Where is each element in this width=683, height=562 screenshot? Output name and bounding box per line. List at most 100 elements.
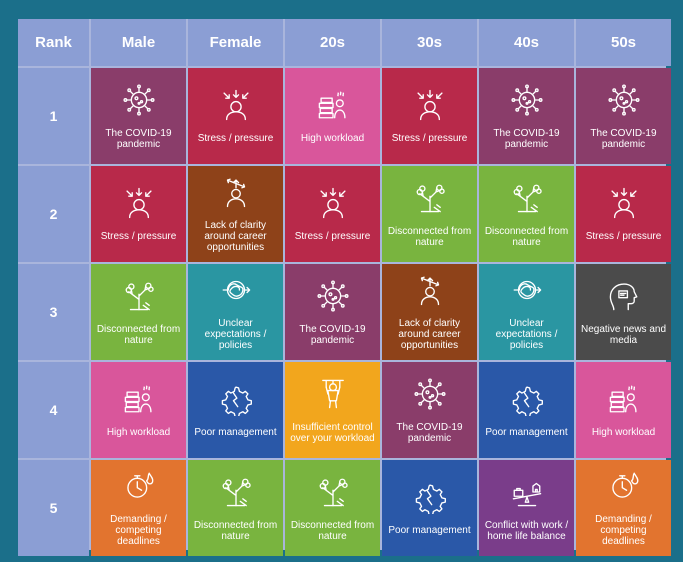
cell-label: Negative news and media [580,323,667,346]
cell-50s-rank-4: High workload [576,362,671,458]
cell-label: The COVID-19 pandemic [105,127,172,150]
cell-label: Demanding / competing deadlines [110,514,167,547]
stressed-person-icon [122,186,156,231]
cell-40s-rank-5: Conflict with work / home life balance [479,460,574,556]
cell-label: Insufficient control over your workload [290,421,375,444]
cell-label: Disconnected from nature [96,323,181,346]
broken-gear-icon [510,382,544,427]
cell-label: Poor management [194,427,277,438]
cell-label: Lack of clarity around career opportunit… [398,318,461,351]
cell-50s-rank-2: Stress / pressure [576,166,671,262]
rank-4: 4 [18,362,89,458]
cell-50s-rank-1: The COVID-19 pandemic [576,68,671,164]
cell-label: Stress / pressure [294,231,371,242]
cell-male-rank-1: The COVID-19 pandemic [91,68,186,164]
cell-40s-rank-4: Poor management [479,362,574,458]
rank-2: 2 [18,166,89,262]
cell-label: Disconnected from nature [290,519,375,542]
cell-30s-rank-3: Lack of clarity around career opportunit… [382,264,477,360]
cell-40s-rank-2: Disconnected from nature [479,166,574,262]
cell-30s-rank-4: The COVID-19 pandemic [382,362,477,458]
cell-30s-rank-2: Disconnected from nature [382,166,477,262]
cell-20s-rank-4: Insufficient control over your workload [285,362,380,458]
tree-icon [316,475,350,520]
cell-label: Disconnected from nature [193,519,278,542]
rank-1: 1 [18,68,89,164]
header-female: Female [188,19,283,66]
cell-label: Poor management [485,427,568,438]
cell-male-rank-4: High workload [91,362,186,458]
virus-icon [122,83,156,128]
career-arrows-icon [413,273,447,318]
head-news-icon [607,279,641,324]
tree-icon [413,181,447,226]
cell-female-rank-1: Stress / pressure [188,68,283,164]
cell-label: Stress / pressure [197,133,274,144]
header-male: Male [91,19,186,66]
workload-icon [316,88,350,133]
cell-20s-rank-5: Disconnected from nature [285,460,380,556]
cell-label: Disconnected from nature [484,225,569,248]
cell-label: High workload [591,427,656,438]
cell-20s-rank-2: Stress / pressure [285,166,380,262]
cell-label: Disconnected from nature [387,225,472,248]
stopwatch-fire-icon [122,469,156,514]
header-rank: Rank [18,19,89,66]
stopwatch-fire-icon [607,469,641,514]
cell-label: High workload [300,133,365,144]
tree-icon [510,181,544,226]
stressed-person-icon [219,88,253,133]
cell-label: Lack of clarity around career opportunit… [204,220,267,253]
cell-male-rank-3: Disconnected from nature [91,264,186,360]
workload-icon [122,382,156,427]
stressed-person-icon [607,186,641,231]
cell-male-rank-2: Stress / pressure [91,166,186,262]
puppet-icon [316,377,350,422]
ranking-table: Rank Male Female 20s 30s 40s 50s 1 The C… [18,19,671,556]
broken-gear-icon [219,382,253,427]
cell-label: High workload [106,427,171,438]
broken-gear-icon [413,480,447,525]
tree-icon [122,279,156,324]
cell-30s-rank-5: Poor management [382,460,477,556]
tangle-icon [219,273,253,318]
cell-20s-rank-3: The COVID-19 pandemic [285,264,380,360]
career-arrows-icon [219,175,253,220]
cell-label: The COVID-19 pandemic [299,323,366,346]
rank-3: 3 [18,264,89,360]
virus-icon [316,279,350,324]
cell-label: Conflict with work / home life balance [484,519,569,542]
tree-icon [219,475,253,520]
cell-label: Stress / pressure [100,231,177,242]
stressed-person-icon [413,88,447,133]
cell-label: Demanding / competing deadlines [595,514,652,547]
cell-label: Unclear expectations / policies [204,318,267,351]
cell-female-rank-5: Disconnected from nature [188,460,283,556]
seesaw-icon [510,475,544,520]
cell-label: The COVID-19 pandemic [396,421,463,444]
cell-40s-rank-3: Unclear expectations / policies [479,264,574,360]
header-40s: 40s [479,19,574,66]
virus-icon [413,377,447,422]
header-20s: 20s [285,19,380,66]
tangle-icon [510,273,544,318]
cell-label: The COVID-19 pandemic [590,127,657,150]
cell-50s-rank-5: Demanding / competing deadlines [576,460,671,556]
virus-icon [510,83,544,128]
cell-40s-rank-1: The COVID-19 pandemic [479,68,574,164]
cell-female-rank-3: Unclear expectations / policies [188,264,283,360]
cell-20s-rank-1: High workload [285,68,380,164]
virus-icon [607,83,641,128]
stressed-person-icon [316,186,350,231]
cell-male-rank-5: Demanding / competing deadlines [91,460,186,556]
rank-5: 5 [18,460,89,556]
cell-label: Stress / pressure [391,133,468,144]
cell-50s-rank-3: Negative news and media [576,264,671,360]
header-50s: 50s [576,19,671,66]
header-30s: 30s [382,19,477,66]
cell-30s-rank-1: Stress / pressure [382,68,477,164]
workload-icon [607,382,641,427]
cell-label: The COVID-19 pandemic [493,127,560,150]
cell-female-rank-4: Poor management [188,362,283,458]
cell-female-rank-2: Lack of clarity around career opportunit… [188,166,283,262]
